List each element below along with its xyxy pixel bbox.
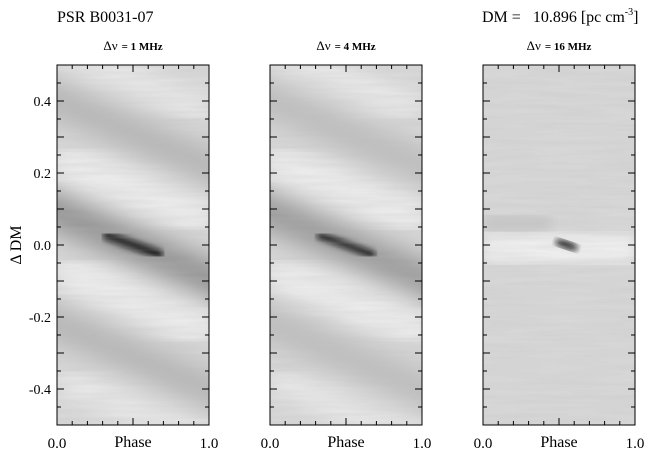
- noise-texture: [270, 65, 422, 425]
- x-tick-label: 0.0: [474, 436, 493, 452]
- y-tick-label: -0.2: [29, 311, 51, 326]
- dm-unit: [pc cm: [581, 9, 626, 26]
- dm-label: DM =: [482, 9, 521, 26]
- y-tick-label: -0.4: [29, 383, 51, 398]
- noise-texture: [483, 65, 635, 425]
- panel-title-value: = 16 MHz: [545, 41, 592, 53]
- panel-3: Δν = 16 MHz 0.0 1.0 Phase: [474, 38, 645, 452]
- x-tick-label: 0.0: [261, 436, 280, 452]
- x-tick-label: 0.0: [48, 436, 67, 452]
- x-axis-label: Phase: [327, 434, 364, 451]
- x-tick-label: 1.0: [413, 436, 432, 452]
- heatmap-image: [270, 65, 422, 425]
- panel-title-symbol: Δν: [103, 38, 117, 53]
- x-axis-label: Phase: [114, 434, 151, 451]
- y-tick-label: 0.2: [34, 167, 52, 182]
- dm-readout: DM = 10.896 [pc cm-3]: [482, 7, 638, 26]
- pulsar-name: PSR B0031-07: [57, 9, 153, 26]
- heatmap-image: [57, 65, 209, 425]
- panel-title: Δν = 16 MHz: [527, 38, 592, 53]
- panel-title-value: = 4 MHz: [335, 41, 376, 53]
- panel-title-value: = 1 MHz: [122, 41, 163, 53]
- y-axis-label: Δ DM: [8, 225, 25, 264]
- x-tick-label: 1.0: [626, 436, 645, 452]
- panel-title: Δν = 4 MHz: [316, 38, 375, 53]
- dm-value: 10.896: [533, 9, 577, 26]
- panel-title: Δν = 1 MHz: [103, 38, 162, 53]
- panel-2: Δν = 4 MHz 0.0 1.0 Phase: [261, 38, 432, 452]
- x-tick-label: 1.0: [200, 436, 219, 452]
- panel-1: Δν = 1 MHz 0.0 1.0 Phase 0.4 0.2 0.0 -0.2 -0.4 Δ D…: [8, 38, 219, 452]
- panel-title-symbol: Δν: [316, 38, 330, 53]
- heatmap-image: [483, 65, 635, 425]
- panel-title-symbol: Δν: [527, 38, 541, 53]
- x-axis-label: Phase: [540, 434, 577, 451]
- y-tick-label: 0.4: [34, 95, 52, 110]
- y-tick-label: 0.0: [34, 239, 52, 254]
- dm-unit-close: ]: [633, 9, 638, 26]
- dm-unit-exponent: -3: [625, 7, 633, 18]
- noise-texture: [57, 65, 209, 425]
